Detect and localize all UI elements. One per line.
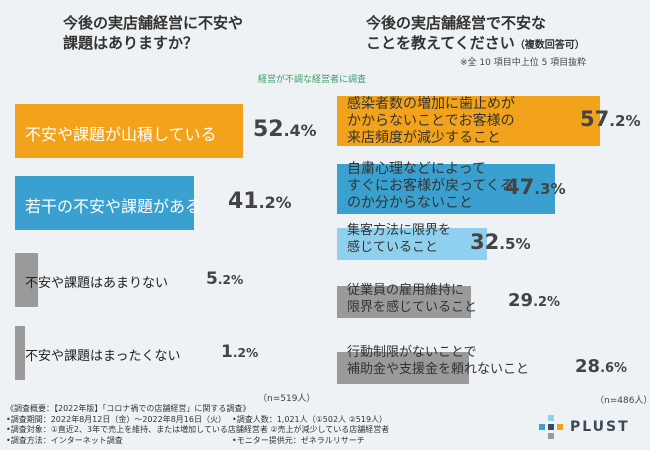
left-bar-3 xyxy=(15,253,38,307)
left-bar-value-4-int: 1 xyxy=(221,341,233,362)
left-bar-label-2: 若干の不安や課題がある xyxy=(25,196,202,216)
footer-line1: 《調査概要：【2022年版】「コロナ禍での店舗経営」に関する調査》 xyxy=(6,404,251,413)
right-bar-label-2-line1: 自粛心理などによって xyxy=(347,161,486,177)
right-bar-label-2-line3: のか分からないこと xyxy=(347,195,473,211)
left-title-line2: 課題はありますか？ xyxy=(63,34,199,52)
left-bar-value-1-dec: .4% xyxy=(283,120,317,140)
right-bar-label-1-line1: 感染者数の増加に歯止めが xyxy=(347,96,515,112)
right-bar-label-3-line1: 集客方法に限界を xyxy=(347,223,452,238)
right-bar-value-4: 29.2% xyxy=(508,290,560,311)
footer-line4: •調査方法：インターネット調査 xyxy=(6,435,123,445)
right-bar-value-1-dec: .2% xyxy=(609,112,641,131)
right-bar-5 xyxy=(337,352,469,384)
left-bar-value-2: 41.2% xyxy=(228,189,292,214)
right-bar-value-4-int: 29 xyxy=(508,290,534,312)
left-bar-value-3-dec: .2% xyxy=(217,272,244,287)
footer-line5a: •調査人数：1,021人（①502人 ②519人） xyxy=(232,414,388,424)
plust-logo: PLUST xyxy=(538,414,630,440)
footer-right-col: •調査人数：1,021人（①502人 ②519人） xyxy=(232,415,387,426)
right-sub-note: ※全 10 項目中上位 5 項目抜粋 xyxy=(460,58,587,68)
right-bar-value-5-dec: .6% xyxy=(600,361,627,377)
left-bar-2 xyxy=(15,176,195,230)
left-bar-label-1: 不安や課題が山積している xyxy=(25,124,217,144)
logo-text: PLUST xyxy=(570,419,630,435)
left-bar-label-4: 不安や課題はまったくない xyxy=(25,348,181,364)
right-bar-4 xyxy=(337,286,472,318)
survey-overview: 《調査概要：【2022年版】「コロナ禍での店舗経営」に関する調査》 •調査期間：… xyxy=(6,404,546,446)
right-title-line2: ことを教えてください xyxy=(366,34,515,52)
right-bar-value-5-int: 28 xyxy=(575,356,601,378)
left-bar-value-1-int: 52 xyxy=(253,116,284,142)
left-bar-value-2-dec: .2% xyxy=(258,192,292,212)
left-bar-label-3: 不安や課題はあまりない xyxy=(25,275,169,291)
footer-monitor: •モニター提供元：ゼネラルリサーチ xyxy=(232,436,365,447)
left-bar-value-4-dec: .2% xyxy=(232,345,259,360)
right-bar-value-4-dec: .2% xyxy=(533,295,560,311)
left-bar-value-2-int: 41 xyxy=(228,188,259,214)
left-bar-4 xyxy=(15,326,25,380)
right-bar-label-4-line2: 限界を感じていること xyxy=(347,300,478,315)
left-title-line1: 今後の実店舗経営に不安や xyxy=(63,14,244,32)
right-bar-value-2-int: 47 xyxy=(505,175,535,200)
right-bar-label-4-line1: 従業員の雇用維持に xyxy=(347,283,465,298)
right-bar-value-5: 28.6% xyxy=(575,356,627,377)
right-bar-label-1-line2: かからないことでお客様の xyxy=(347,113,515,129)
right-bar-value-2: 47.3% xyxy=(505,175,566,199)
survey-filter-note: 経営が不調な経営者に調査 xyxy=(258,75,367,85)
right-bar-label-5-line1: 行動制限がないことで xyxy=(347,345,477,360)
left-sample-size: （n=519人） xyxy=(258,394,316,404)
right-bar-value-3-dec: .5% xyxy=(499,235,531,254)
right-bar-3 xyxy=(337,228,487,260)
right-multi-note: （複数回答可） xyxy=(514,40,585,51)
footer-line2: •調査期間：2022年8月12日（金）〜2022年8月16日（火） xyxy=(6,414,226,424)
footer-line3: •調査対象：①直近2、3年で売上を維持、または増加している店舗経営者 ②売上が減… xyxy=(6,425,390,434)
right-bar-label-1-line3: 来店頻度が減少すること xyxy=(347,130,501,146)
left-bar-1 xyxy=(15,104,243,158)
left-question-title: 今後の実店舗経営に不安や 課題はありますか？ xyxy=(63,13,323,53)
right-title-line1: 今後の実店舗経営で不安な xyxy=(366,14,547,32)
left-bar-value-3-int: 5 xyxy=(206,268,218,289)
right-sample-size: （n=486人） xyxy=(595,396,650,406)
left-bar-value-4: 1.2% xyxy=(221,342,258,362)
plust-logo-icon xyxy=(539,415,563,439)
right-bar-value-1-int: 57 xyxy=(580,107,610,132)
right-bar-2 xyxy=(337,164,555,214)
right-bar-label-5-line2: 補助金や支援金を頼れないこと xyxy=(347,362,530,377)
right-bar-value-3-int: 32 xyxy=(470,230,500,255)
right-bar-label-3-line2: 感じていること xyxy=(347,240,439,255)
right-bar-1 xyxy=(337,96,601,146)
right-bar-label-2-line2: すぐにお客様が戻ってくる xyxy=(347,178,514,194)
left-bar-value-1: 52.4% xyxy=(253,117,317,142)
footer-line5b: •モニター提供元：ゼネラルリサーチ xyxy=(232,435,365,445)
left-bar-value-3: 5.2% xyxy=(206,269,243,289)
right-bar-value-1: 57.2% xyxy=(580,107,641,131)
right-question-title: 今後の実店舗経営で不安な ことを教えてください（複数回答可） xyxy=(366,13,646,56)
right-bar-value-2-dec: .3% xyxy=(534,180,566,199)
right-bar-value-3: 32.5% xyxy=(470,230,531,254)
